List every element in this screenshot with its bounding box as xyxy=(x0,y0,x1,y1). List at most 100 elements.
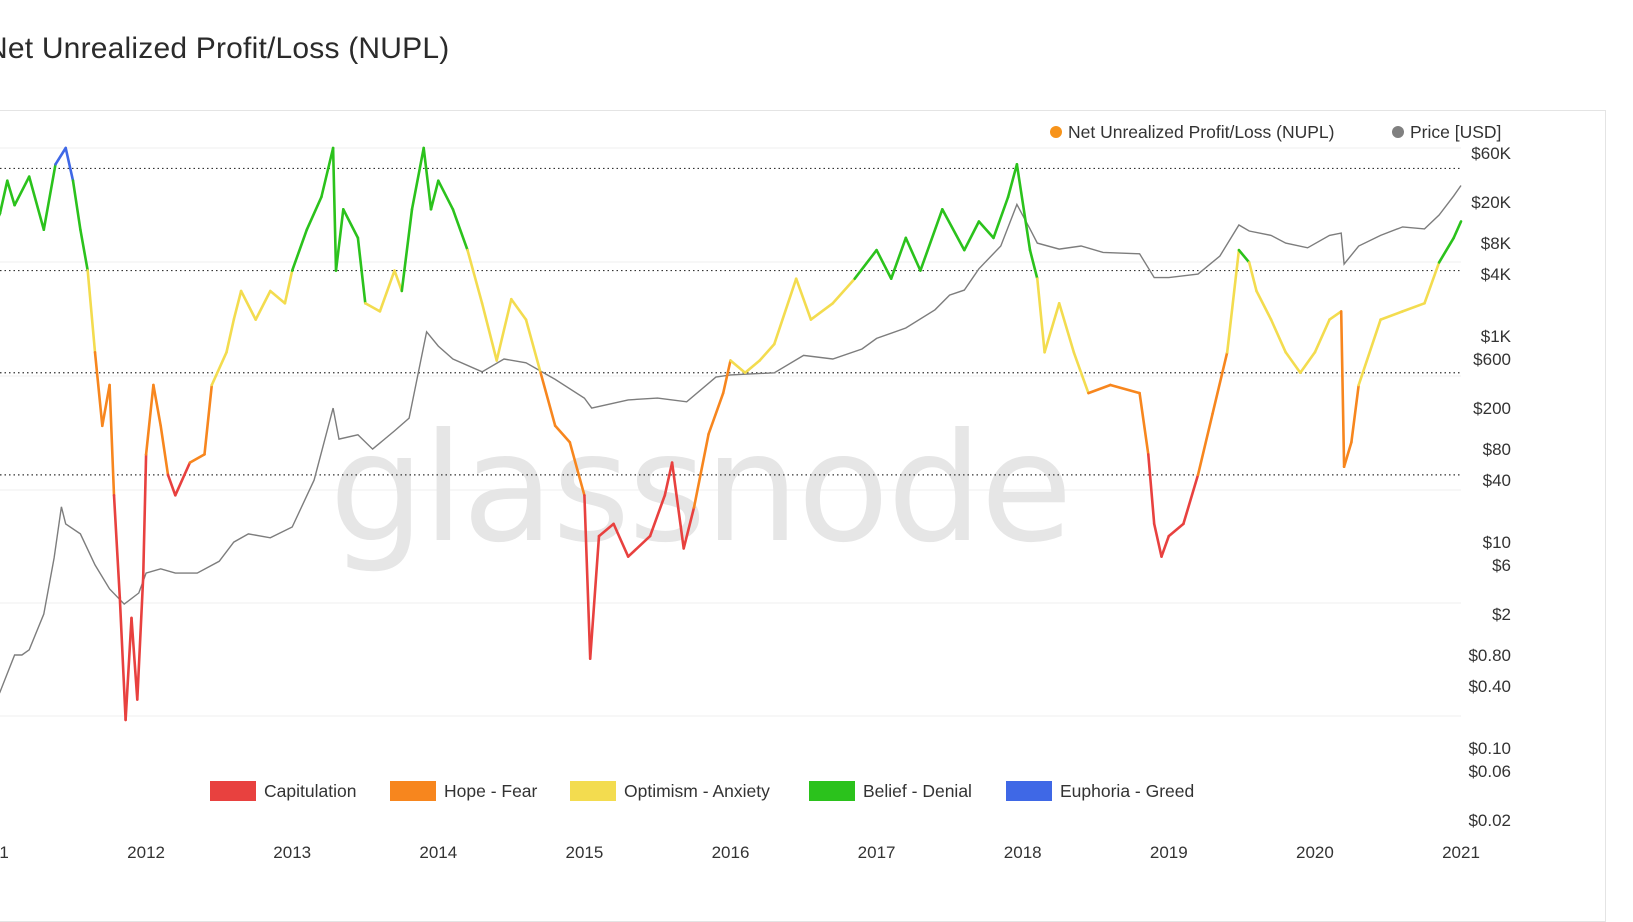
nupl-segment xyxy=(1006,163,1019,199)
y-tick-label: $0.02 xyxy=(1468,811,1511,830)
price-line xyxy=(0,185,1462,694)
nupl-segment xyxy=(1167,522,1185,538)
legend-top-item[interactable]: Net Unrealized Profit/Loss (NUPL) xyxy=(1050,122,1334,142)
nupl-segment xyxy=(1138,391,1150,456)
nupl-segment xyxy=(225,318,236,354)
nupl-segment xyxy=(1423,261,1441,305)
legend-zone-item[interactable]: Hope - Fear xyxy=(390,781,538,801)
y-tick-label: $0.06 xyxy=(1468,762,1511,781)
legend-zone-item[interactable]: Euphoria - Greed xyxy=(1006,781,1194,801)
nupl-segment xyxy=(466,248,484,305)
nupl-segment xyxy=(93,350,104,428)
x-tick-label: 2018 xyxy=(1004,843,1042,862)
nupl-segment xyxy=(1057,301,1076,354)
legend-top: Net Unrealized Profit/Loss (NUPL) Price [… xyxy=(1050,122,1501,142)
nupl-segment xyxy=(1152,522,1163,558)
nupl-segment xyxy=(875,248,893,281)
nupl-segment xyxy=(1313,318,1331,354)
legend-zone-item[interactable]: Capitulation xyxy=(210,781,356,801)
nupl-segment xyxy=(1211,350,1229,415)
nupl-segment xyxy=(1401,301,1426,313)
nupl-segment xyxy=(1160,534,1171,558)
nupl-segment xyxy=(0,179,9,215)
nupl-segment xyxy=(597,522,615,538)
chart-panel xyxy=(0,110,1606,922)
nupl-segment xyxy=(794,277,813,321)
nupl-segment xyxy=(977,220,995,240)
nupl-segment xyxy=(743,359,762,375)
nupl-segment xyxy=(1299,350,1317,375)
y-tick-label: $80 xyxy=(1483,440,1511,459)
legend-top-item[interactable]: Price [USD] xyxy=(1392,122,1501,142)
legend-swatch xyxy=(1006,781,1052,801)
nupl-segment xyxy=(118,596,127,722)
legend-zone-item[interactable]: Belief - Denial xyxy=(809,781,972,801)
nupl-segment xyxy=(612,522,630,558)
nupl-segment xyxy=(124,616,133,722)
nupl-segment xyxy=(400,208,414,293)
nupl-segment xyxy=(108,383,116,497)
nupl-segment xyxy=(64,146,75,182)
nupl-segment xyxy=(334,208,345,272)
y-tick-label: $1K xyxy=(1481,327,1512,346)
chart-title: Net Unrealized Profit/Loss (NUPL) xyxy=(0,32,450,65)
nupl-segment xyxy=(378,269,396,313)
nupl-segment xyxy=(626,534,652,558)
nupl-segment xyxy=(101,383,111,428)
nupl-segment xyxy=(1247,261,1258,293)
x-tick-label: 2013 xyxy=(273,843,311,862)
y-tick-label: $2 xyxy=(1492,605,1511,624)
nupl-segment xyxy=(524,318,542,375)
x-tick-label: 2017 xyxy=(858,843,896,862)
nupl-segment xyxy=(853,248,878,281)
nupl-segment xyxy=(290,228,309,272)
nupl-segment xyxy=(480,301,499,362)
nupl-segment xyxy=(721,359,732,395)
x-tick-label: 2015 xyxy=(565,843,603,862)
nupl-segment xyxy=(136,575,145,701)
nupl-segment xyxy=(13,175,31,207)
nupl-segment xyxy=(1284,350,1302,375)
legend-marker xyxy=(1392,126,1404,138)
x-axis: 11 2012 2013 2014 2015 2016 2017 2018 2019 2020 20… xyxy=(0,843,1480,862)
nupl-segment xyxy=(772,277,798,346)
nupl-segment xyxy=(268,289,287,305)
y-tick-label: $0.40 xyxy=(1468,677,1511,696)
x-tick-label: 2019 xyxy=(1150,843,1188,862)
nupl-segment xyxy=(254,289,272,321)
nupl-segment xyxy=(188,453,206,464)
legend-label: Price [USD] xyxy=(1410,122,1501,142)
nupl-segment xyxy=(919,208,944,272)
nupl-segment xyxy=(141,453,148,579)
x-tick-label: 2014 xyxy=(419,843,457,862)
watermark: glassnode xyxy=(329,402,1070,576)
y-tick-label: $8K xyxy=(1481,234,1512,253)
nupl-segment xyxy=(174,461,192,497)
nupl-segment xyxy=(232,289,243,321)
legend-swatch xyxy=(210,781,256,801)
nupl-segment xyxy=(692,432,710,509)
nupl-segment xyxy=(663,461,674,497)
nupl-segment xyxy=(356,236,367,305)
nupl-segment xyxy=(54,146,67,166)
nupl-segment xyxy=(1109,383,1141,395)
nupl-segment xyxy=(239,289,257,321)
nupl-segment xyxy=(27,175,46,231)
y-tick-label: $60K xyxy=(1471,144,1511,163)
nupl-segment xyxy=(1196,412,1214,477)
nupl-segment xyxy=(1225,248,1241,354)
legend-swatch xyxy=(390,781,436,801)
nupl-segment xyxy=(152,383,162,428)
y-tick-label: $0.80 xyxy=(1468,646,1511,665)
nupl-segment xyxy=(436,179,455,211)
price-series xyxy=(0,185,1462,694)
nupl-segment xyxy=(422,146,433,211)
nupl-segment xyxy=(1357,318,1382,387)
nupl-segment xyxy=(429,179,440,211)
nupl-segment xyxy=(583,493,592,661)
legend-marker xyxy=(1050,126,1062,138)
y-tick-label: $0.10 xyxy=(1468,739,1511,758)
nupl-segment xyxy=(341,208,360,240)
legend-zone-item[interactable]: Optimism - Anxiety xyxy=(570,781,770,801)
nupl-segment xyxy=(1015,163,1032,252)
